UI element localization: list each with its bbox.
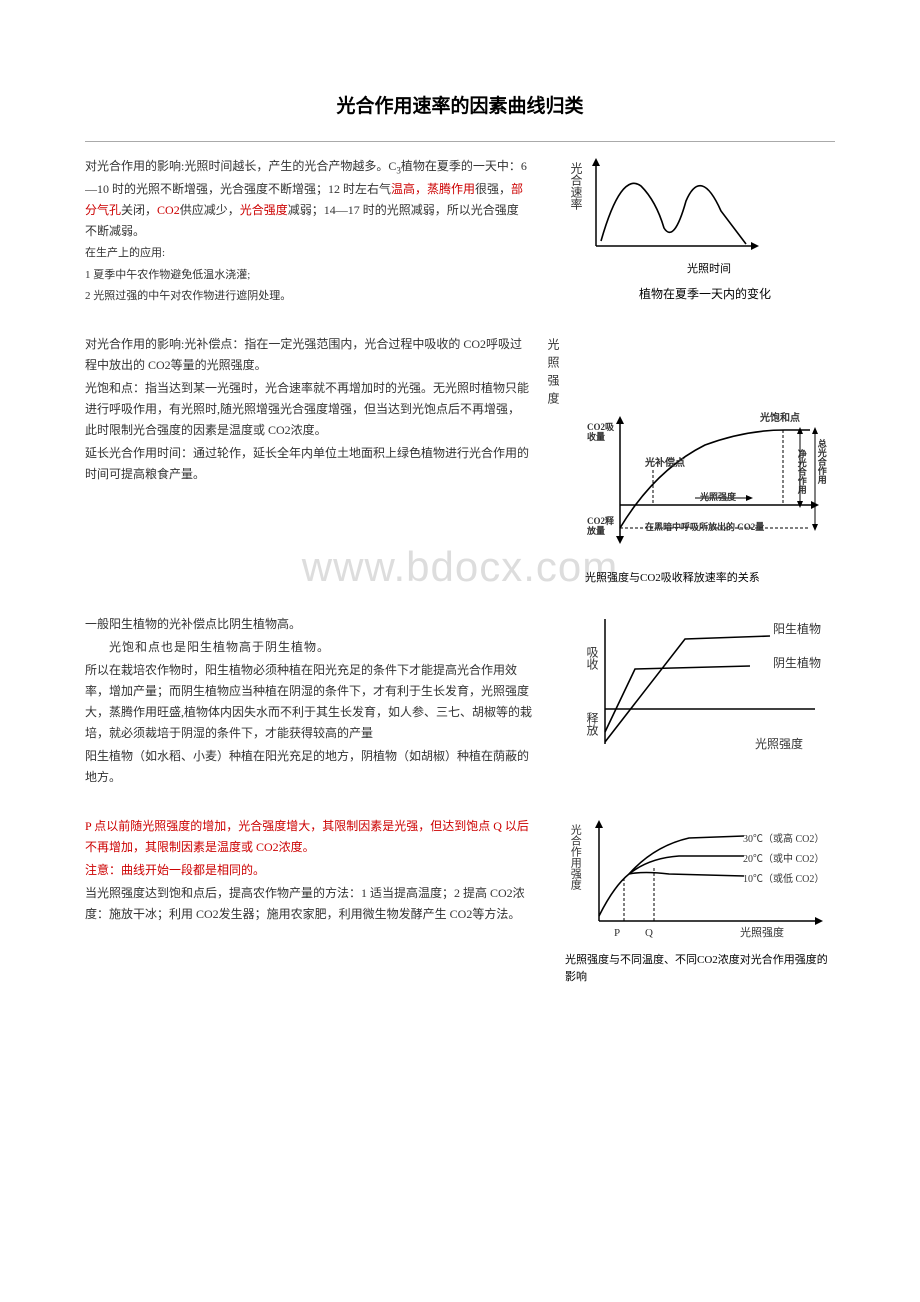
s3-p1: 一般阳生植物的光补偿点比阴生植物高。	[85, 614, 540, 635]
s1-p2: 在生产上的应用:	[85, 244, 530, 263]
chart2-caption: 光照强度与CO2吸收释放速率的关系	[585, 569, 835, 588]
s2-p3: 延长光合作用时间：通过轮作，延长全年内单位土地面积上绿色植物进行光合作用的时间可…	[85, 443, 530, 485]
s1-red3: CO2	[157, 203, 180, 217]
page-title: 光合作用速率的因素曲线归类	[85, 90, 835, 123]
section-light-intensity: 对光合作用的影响:光补偿点：指在一定光强范围内，光合过程中吸收的 CO2呼吸过程…	[85, 334, 835, 588]
s3-p4: 阳生植物（如水稻、小麦）种植在阳光充足的地方，阴植物（如胡椒）种植在荫蔽的地方。	[85, 746, 540, 788]
chart4-c10: 10℃（或低 CO2）	[743, 871, 824, 889]
chart3-release: 释放	[581, 712, 602, 736]
s4-p3: 当光照强度达到饱和点后，提高农作物产量的方法：1 适当提高温度；2 提高 CO2…	[85, 883, 530, 925]
chart2-dark: 在黑暗中呼吸所放出的 CO2量	[645, 520, 764, 536]
s1-p1e: 供应减少，	[180, 203, 240, 217]
s1-red4: 光合强度	[240, 203, 288, 217]
chart4-c20: 20℃（或中 CO2）	[743, 851, 824, 869]
chart-sun-shade: 阳生植物 阴生植物 吸收 释放 光照强度	[575, 614, 835, 754]
section2-text: 对光合作用的影响:光补偿点：指在一定光强范围内，光合过程中吸收的 CO2呼吸过程…	[85, 334, 530, 487]
s4-p1: P 点以前随光照强度的增加，光合强度增大，其限制因素是光强，但达到饱点 Q 以后…	[85, 816, 530, 858]
s2-p2: 光饱和点：指当达到某一光强时，光合速率就不再增加时的光强。无光照时植物只能进行呼…	[85, 378, 530, 441]
chart-compensation: 光饱和点 光补偿点 CO2吸收量 CO2释放量 净光合作用 总光合作用 光照强度…	[585, 410, 835, 588]
s1-p1: 对光合作用的影响:光照时间越长，产生的光合产物越多。C3植物在夏季的一天中：6—…	[85, 156, 530, 242]
chart2-co2rel: CO2释放量	[587, 517, 617, 537]
s1-p1c: 很强，	[475, 182, 511, 196]
section-sun-shade: 一般阳生植物的光补偿点比阴生植物高。 光饱和点也是阳生植物高于阴生植物。 所以在…	[85, 614, 835, 790]
chart3-shade: 阴生植物	[773, 656, 823, 670]
chart4-caption: 光照强度与不同温度、不同CO2浓度对光合作用强度的影响	[565, 952, 835, 985]
chart-temp-co2: 光合作用强度 30℃（或高 CO2） 20℃（或中 CO2） 10℃（或低 CO…	[565, 816, 835, 985]
chart4-P: P	[614, 924, 620, 943]
chart4-Q: Q	[645, 924, 653, 943]
s1-red1: 温高，蒸腾作用	[391, 182, 475, 196]
chart2-co2abs: CO2吸收量	[587, 423, 617, 443]
s2-ylabel: 光照强度	[542, 338, 563, 410]
chart1-caption: 植物在夏季一天内的变化	[575, 284, 835, 305]
chart2-total: 总光合作用	[813, 439, 829, 484]
chart1-svg	[586, 156, 766, 256]
s3-p2: 光饱和点也是阳生植物高于阴生植物。	[85, 637, 540, 658]
chart4-ylabel: 光合作用强度	[565, 824, 584, 936]
chart4-c30: 30℃（或高 CO2）	[743, 831, 824, 849]
chart3-sun: 阳生植物	[773, 622, 823, 636]
chart2-sat: 光饱和点	[760, 410, 800, 428]
chart3-xaxis: 光照强度	[755, 734, 803, 755]
chart4-xaxis: 光照强度	[740, 924, 784, 943]
chart1-ylabel: 光合速率	[565, 162, 586, 256]
section1-text: 对光合作用的影响:光照时间越长，产生的光合产物越多。C3植物在夏季的一天中：6—…	[85, 156, 530, 308]
s3-p3: 所以在栽培农作物时，阳生植物必须种植在阳光充足的条件下才能提高光合作用效率，增加…	[85, 660, 540, 744]
chart2-xaxis: 光照强度	[700, 490, 736, 506]
s1-p3: 1 夏季中午农作物避免低温水浇灌;	[85, 266, 530, 285]
section4-text: P 点以前随光照强度的增加，光合强度增大，其限制因素是光强，但达到饱点 Q 以后…	[85, 816, 530, 927]
s1-p1d: 关闭，	[121, 203, 157, 217]
s1-p4: 2 光照过强的中午对农作物进行遮阴处理。	[85, 287, 530, 306]
section-daily-change: 对光合作用的影响:光照时间越长，产生的光合产物越多。C3植物在夏季的一天中：6—…	[85, 156, 835, 308]
chart2-net: 净光合作用	[793, 449, 809, 494]
section3-text: 一般阳生植物的光补偿点比阴生植物高。 光饱和点也是阳生植物高于阴生植物。 所以在…	[85, 614, 540, 790]
chart3-absorb: 吸收	[581, 646, 602, 670]
chart-daily: 光合速率 光照时间 植物在夏季一天内的变化	[565, 156, 835, 304]
chart2-comp: 光补偿点	[645, 455, 685, 473]
divider	[85, 141, 835, 142]
s1-p1a: 对光合作用的影响:光照时间越长，产生的光合产物越多。C	[85, 159, 396, 173]
section-temp-co2: P 点以前随光照强度的增加，光合强度增大，其限制因素是光强，但达到饱点 Q 以后…	[85, 816, 835, 985]
chart1-xlabel: 光照时间	[583, 260, 835, 279]
s2-p1: 对光合作用的影响:光补偿点：指在一定光强范围内，光合过程中吸收的 CO2呼吸过程…	[85, 334, 530, 376]
s4-p2: 注意：曲线开始一段都是相同的。	[85, 860, 530, 881]
